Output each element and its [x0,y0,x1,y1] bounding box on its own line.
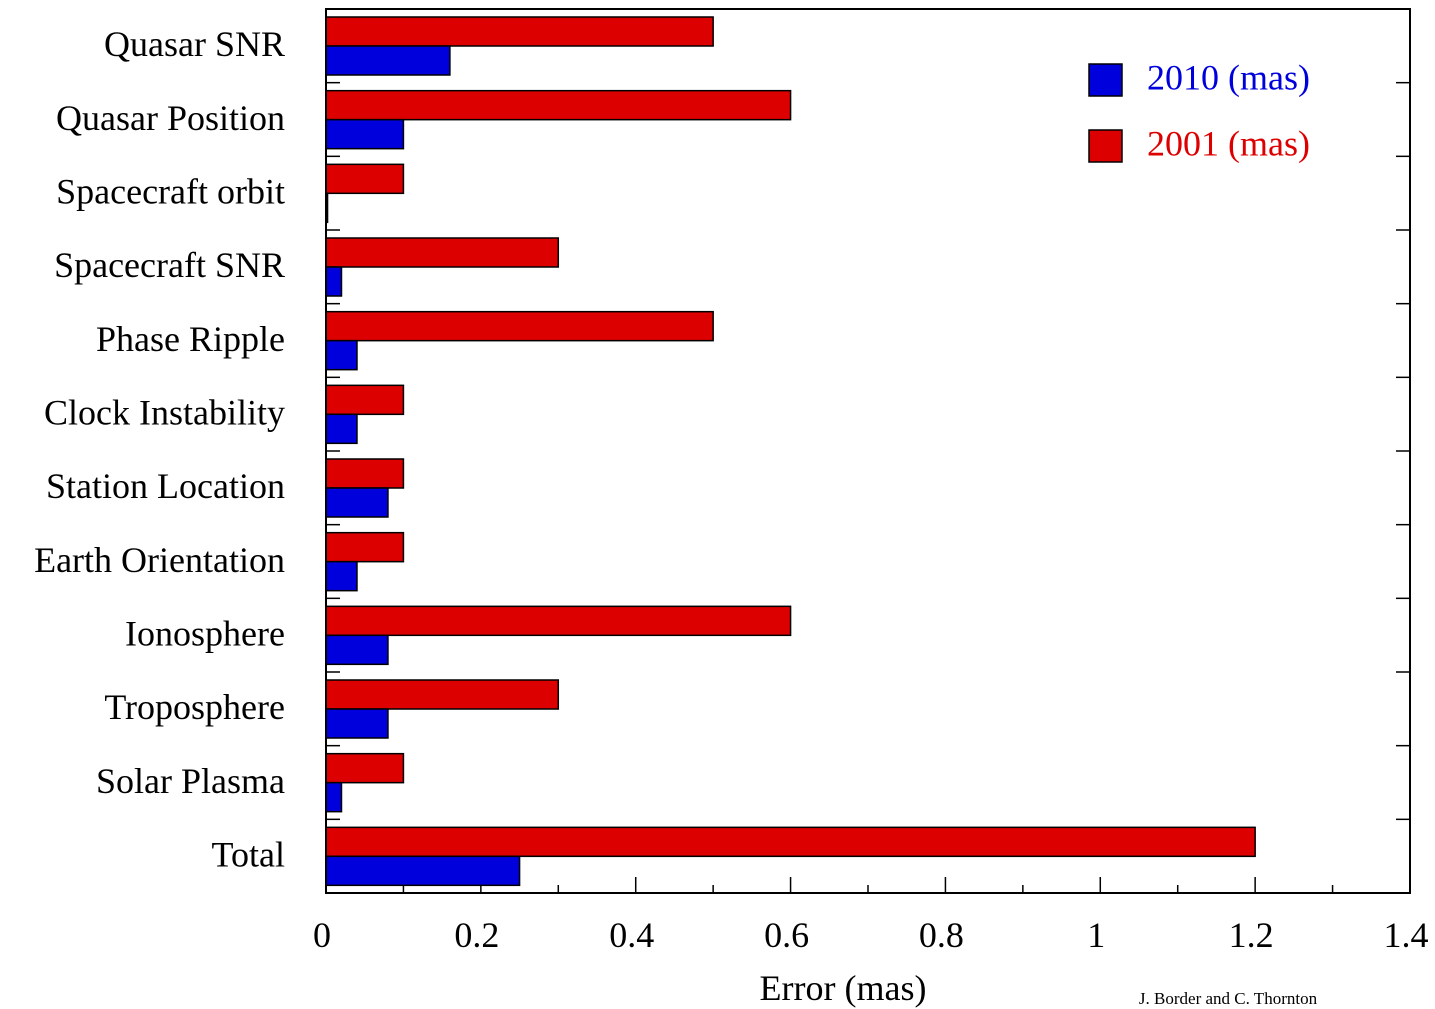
category-label: Spacecraft SNR [54,245,285,285]
category-label: Clock Instability [44,392,285,432]
legend-swatch [1088,129,1123,163]
category-label: Station Location [46,466,285,506]
x-tick-label: 0.8 [919,915,964,955]
category-label: Phase Ripple [96,319,285,359]
category-labels: Quasar SNR Quasar Position Spacecraft orbi… [34,24,285,874]
x-tick-label: 1 [1087,915,1105,955]
x-tick-label: 0.2 [454,915,499,955]
category-label: Troposphere [104,687,285,727]
x-axis-label: Error (mas) [760,968,927,1008]
bar-2001 [325,458,405,489]
bars-layer [325,16,1256,887]
x-tick-label: 0.4 [609,915,654,955]
plot-frame [325,8,1411,894]
category-label: Quasar SNR [104,24,285,64]
category-label: Ionosphere [125,613,285,653]
bar-2010 [325,781,343,813]
x-tick-label: 1.2 [1229,915,1274,955]
category-label: Earth Orientation [34,540,285,580]
bar-2001 [325,384,405,416]
legend-swatch [1088,63,1123,97]
legend-label: 2001 (mas) [1147,123,1310,163]
bar-2001 [325,310,714,342]
bar-2001 [325,237,560,268]
category-label: Quasar Position [56,98,285,138]
legend-label: 2010 (mas) [1147,57,1310,97]
bar-2001 [325,826,1256,858]
bar-2010 [325,708,389,739]
bar-2001 [325,16,714,47]
bar-2010 [325,855,521,887]
x-tick-label: 0 [313,915,331,955]
category-label: Solar Plasma [96,761,285,801]
bar-2010 [325,413,358,445]
bar-2010 [325,266,343,297]
credit-text: J. Border and C. Thornton [1139,989,1318,1008]
bar-2010 [325,45,451,76]
bar-2001 [325,531,405,563]
bar-2010 [325,339,358,371]
bar-2001 [325,89,792,121]
bar-2010 [325,118,405,150]
x-tick-label: 0.6 [764,915,809,955]
tick-marks [325,81,1411,893]
bar-2001 [325,752,405,784]
bar-2010 [325,487,389,518]
bar-2001 [325,605,792,637]
category-label: Total [212,834,285,874]
bar-2001 [325,679,560,710]
bar-2001 [325,163,405,195]
legend: 2010 (mas) 2001 (mas) [1088,57,1310,163]
bar-2010 [325,560,358,592]
category-label: Spacecraft orbit [56,171,285,211]
x-tick-label: 1.4 [1384,915,1429,955]
x-tick-labels: 0 0.2 0.4 0.6 0.8 1 1.2 1.4 [313,915,1429,955]
bar-2010 [325,634,389,666]
